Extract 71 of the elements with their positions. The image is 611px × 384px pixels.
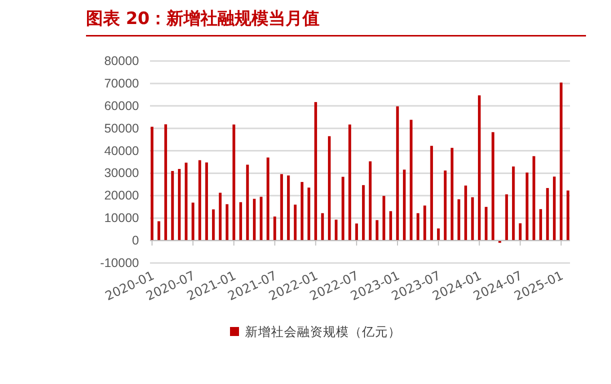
bar — [342, 176, 344, 241]
y-tick-label: 20000 — [104, 188, 140, 203]
bar — [198, 160, 202, 241]
bar — [546, 188, 549, 241]
bar — [273, 216, 276, 241]
bar — [458, 199, 460, 241]
y-tick-label: 50000 — [104, 121, 140, 136]
bar — [471, 197, 474, 241]
bar — [294, 204, 297, 241]
bar — [226, 204, 228, 241]
bar — [382, 196, 386, 241]
bar — [355, 224, 358, 241]
bar — [321, 213, 324, 241]
y-tick-label: 30000 — [104, 166, 140, 180]
bar — [437, 228, 440, 241]
bar — [410, 120, 412, 241]
bar — [205, 162, 208, 241]
y-tick-label: 80000 — [104, 54, 140, 68]
bar — [252, 198, 256, 241]
chart-title: 图表 20：新增社融规模当月值 — [86, 9, 320, 29]
bar — [164, 124, 168, 241]
bar — [232, 124, 236, 241]
bar — [430, 146, 433, 241]
y-tick-label: 60000 — [104, 98, 140, 113]
bar — [478, 95, 481, 241]
bar — [314, 102, 318, 241]
bar — [212, 209, 215, 241]
bar — [492, 132, 494, 241]
bar — [178, 168, 181, 241]
bar — [526, 172, 528, 241]
bar — [266, 158, 270, 241]
bar — [376, 220, 378, 241]
bar — [560, 82, 562, 241]
bar — [464, 186, 468, 241]
bar — [239, 202, 242, 241]
y-tick-label: 70000 — [104, 76, 140, 90]
bar — [450, 148, 454, 241]
bar — [171, 170, 174, 241]
y-tick-label: 0 — [132, 234, 140, 248]
bar — [280, 174, 283, 241]
bar — [402, 170, 406, 241]
bar — [218, 192, 222, 241]
bar — [246, 164, 249, 241]
bar — [362, 185, 365, 241]
bar — [334, 220, 338, 241]
y-tick-label: 10000 — [104, 211, 140, 226]
bar — [260, 196, 262, 241]
bar — [539, 209, 542, 241]
bar — [532, 156, 536, 241]
bar — [396, 106, 399, 241]
bar — [150, 126, 154, 241]
bar — [287, 175, 290, 241]
bar — [423, 206, 426, 241]
bar — [300, 182, 304, 241]
bar — [328, 136, 331, 241]
bar — [512, 166, 515, 241]
bar — [308, 188, 310, 241]
bar — [416, 213, 420, 241]
legend-label: 新增社会融资规模（亿元） — [245, 324, 401, 339]
y-tick-label: -10000 — [100, 256, 140, 270]
bar — [389, 211, 392, 241]
bar — [505, 194, 508, 241]
y-tick-label: 40000 — [104, 144, 140, 158]
bar — [552, 176, 556, 241]
bar — [444, 170, 447, 241]
bar — [484, 206, 488, 241]
bar — [348, 124, 352, 241]
bar — [368, 161, 372, 241]
bar — [192, 202, 194, 241]
bar — [184, 162, 188, 241]
bar — [566, 190, 570, 241]
